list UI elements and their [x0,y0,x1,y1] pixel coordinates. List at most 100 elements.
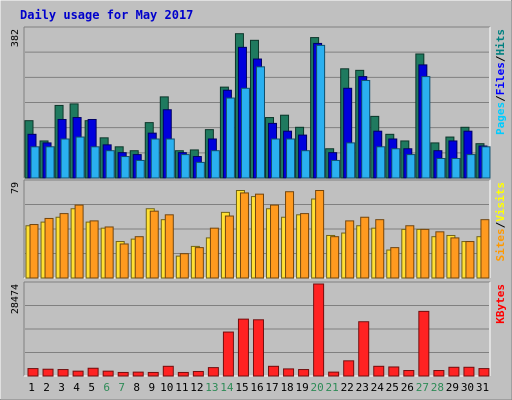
bar-sites-day-25 [390,247,400,279]
bar-sites-day-30 [465,241,475,279]
x-tick-label-day-5: 5 [88,381,95,394]
bar-sites-day-24 [375,219,385,279]
x-tick-label-day-4: 4 [73,381,80,394]
bar-kbytes-day-15 [237,318,249,377]
bar-pages-day-19 [301,150,311,179]
legend-item: / [494,221,507,228]
bar-kbytes-day-3 [57,369,69,377]
x-tick-label-day-25: 25 [386,381,399,394]
bar-pages-day-17 [271,138,281,179]
bar-sites-day-14 [224,215,234,279]
x-tick-label-day-31: 31 [476,381,489,394]
bar-pages-day-11 [180,154,190,179]
bar-pages-day-7 [120,156,130,179]
x-tick-label-day-30: 30 [461,381,474,394]
bar-pages-day-10 [165,138,175,179]
bar-pages-day-5 [90,146,100,179]
bar-kbytes-day-18 [283,368,295,377]
bar-pages-day-28 [436,157,446,179]
bar-sites-day-13 [209,227,219,279]
legend-item: KBytes [494,284,507,324]
bar-pages-day-2 [45,146,55,179]
bar-sites-day-1 [29,224,39,279]
bar-kbytes-day-21 [328,371,340,377]
x-tick-label-day-18: 18 [280,381,293,394]
bar-pages-day-20 [316,44,326,179]
legend-item: Pages [494,102,507,135]
bar-pages-day-8 [135,159,145,179]
x-tick-label-day-9: 9 [148,381,155,394]
bar-pages-day-3 [60,138,70,179]
bar-pages-day-6 [105,150,115,179]
bar-kbytes-day-26 [403,370,415,377]
bar-pages-day-27 [421,76,431,179]
bar-kbytes-day-29 [448,366,460,377]
x-tick-label-day-16: 16 [250,381,263,394]
bar-kbytes-day-22 [343,360,355,377]
bar-sites-day-3 [59,213,69,279]
bar-kbytes-day-20 [313,283,325,377]
panel-bottom: 28474 KBytes [10,281,507,377]
bar-sites-day-7 [119,243,129,279]
series-sites [29,190,490,279]
x-tick-label-day-20: 20 [311,381,324,394]
x-tick-label-day-22: 22 [341,381,354,394]
bar-pages-day-26 [406,154,416,179]
panel-bottom-legend: KBytes [494,284,507,324]
bar-sites-day-20 [315,190,325,279]
bar-sites-day-2 [44,217,54,279]
bar-pages-day-13 [210,150,220,179]
legend-item: Visits [494,182,507,222]
bar-kbytes-day-30 [463,366,475,377]
bar-kbytes-day-16 [252,319,264,377]
bar-sites-day-15 [239,192,249,279]
bar-sites-day-8 [134,236,144,279]
x-tick-label-day-26: 26 [401,381,414,394]
bar-sites-day-6 [104,226,114,279]
bar-kbytes-day-25 [388,366,400,377]
bar-kbytes-day-10 [162,365,174,377]
bar-sites-day-29 [450,237,460,279]
bar-kbytes-day-12 [192,370,204,377]
bar-sites-day-27 [420,228,430,279]
bar-sites-day-10 [164,214,174,279]
x-tick-label-day-17: 17 [265,381,278,394]
bar-pages-day-24 [376,146,386,179]
bar-pages-day-16 [255,66,265,179]
bar-kbytes-day-27 [418,310,430,377]
bar-pages-day-31 [481,146,491,179]
bar-pages-day-22 [346,142,356,179]
bar-pages-day-9 [150,138,160,179]
bar-sites-day-11 [179,253,189,279]
bar-kbytes-day-6 [102,370,114,377]
legend-item: / [494,95,507,102]
x-tick-label-day-28: 28 [431,381,444,394]
bar-sites-day-21 [330,236,340,279]
bar-pages-day-14 [225,97,235,179]
legend-item: Sites [494,228,507,261]
bar-sites-day-9 [149,210,159,279]
bar-sites-day-16 [254,193,264,279]
x-tick-label-day-7: 7 [118,381,125,394]
x-tick-label-day-2: 2 [43,381,50,394]
x-tick-label-day-14: 14 [220,381,234,394]
bar-pages-day-12 [195,161,205,179]
panel-middle-max-label: 79 [10,182,21,194]
x-axis-labels: 1 2 3 4 5 6 7 8 9 10 11 12 13 14 15 16 17 18 19 20 21 22 23 24 2… [28,381,489,394]
x-tick-label-day-27: 27 [416,381,429,394]
x-tick-label-day-11: 11 [175,381,188,394]
bar-kbytes-day-19 [298,369,310,377]
bar-kbytes-day-7 [117,371,129,377]
bar-sites-day-22 [345,220,355,279]
panel-middle-legend: Sites/Visits [494,182,507,262]
x-tick-label-day-19: 19 [295,381,308,394]
legend-item: Files [494,62,507,95]
x-tick-label-day-12: 12 [190,381,203,394]
x-tick-label-day-15: 15 [235,381,248,394]
bar-kbytes-day-2 [42,368,54,377]
bar-sites-day-4 [74,204,84,279]
chart-title: Daily usage for May 2017 [20,8,193,22]
